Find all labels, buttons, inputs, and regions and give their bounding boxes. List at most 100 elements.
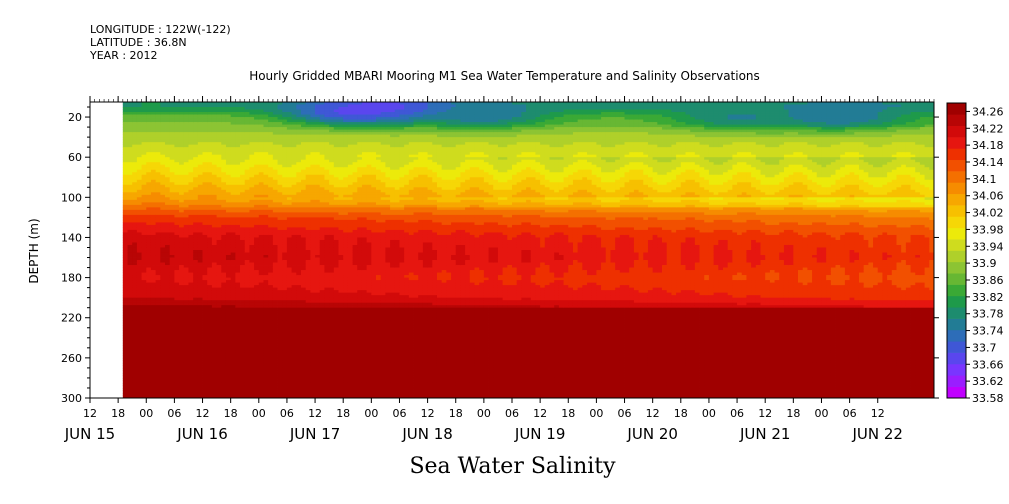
salinity-cell bbox=[305, 277, 311, 281]
salinity-cell bbox=[235, 184, 241, 188]
salinity-cell bbox=[225, 162, 232, 166]
salinity-cell bbox=[155, 237, 161, 241]
salinity-cell bbox=[230, 192, 236, 196]
salinity-cell bbox=[310, 194, 316, 198]
salinity-cell bbox=[282, 332, 288, 336]
salinity-cell bbox=[254, 234, 260, 238]
salinity-cell bbox=[301, 167, 307, 171]
salinity-cell bbox=[211, 295, 217, 299]
salinity-cell bbox=[301, 124, 307, 128]
salinity-cell bbox=[249, 214, 255, 218]
salinity-cell bbox=[268, 144, 274, 148]
salinity-cell bbox=[268, 342, 274, 346]
salinity-cell bbox=[150, 312, 157, 316]
salinity-cell bbox=[146, 312, 152, 316]
salinity-cell bbox=[291, 112, 297, 115]
salinity-cell bbox=[221, 350, 227, 354]
salinity-cell bbox=[235, 255, 241, 258]
salinity-cell bbox=[249, 174, 255, 178]
salinity-cell bbox=[188, 199, 194, 203]
salinity-cell bbox=[286, 239, 293, 243]
salinity-cell bbox=[202, 335, 208, 339]
salinity-cell bbox=[240, 224, 246, 228]
salinity-cell bbox=[122, 350, 128, 354]
salinity-cell bbox=[277, 272, 283, 276]
salinity-cell bbox=[272, 197, 278, 201]
salinity-cell bbox=[235, 144, 241, 148]
salinity-cell bbox=[272, 265, 278, 268]
salinity-cell bbox=[183, 169, 189, 173]
salinity-cell bbox=[165, 345, 171, 349]
salinity-cell bbox=[310, 302, 316, 306]
salinity-cell bbox=[160, 199, 166, 203]
salinity-cell bbox=[272, 217, 278, 221]
salinity-cell bbox=[211, 315, 217, 319]
salinity-cell bbox=[150, 197, 157, 201]
salinity-cell bbox=[146, 307, 152, 311]
salinity-cell bbox=[179, 194, 185, 198]
salinity-cell bbox=[132, 387, 138, 391]
salinity-cell bbox=[282, 149, 288, 153]
salinity-cell bbox=[263, 320, 269, 324]
salinity-cell bbox=[150, 242, 157, 246]
salinity-cell bbox=[277, 132, 283, 136]
salinity-cell bbox=[263, 310, 269, 314]
salinity-cell bbox=[301, 267, 307, 271]
salinity-cell bbox=[268, 357, 274, 361]
salinity-cell bbox=[301, 280, 307, 284]
salinity-cell bbox=[254, 362, 260, 366]
salinity-cell bbox=[258, 267, 264, 271]
salinity-cell bbox=[319, 114, 325, 118]
salinity-cell bbox=[277, 357, 283, 361]
salinity-cell bbox=[141, 242, 147, 246]
salinity-cell bbox=[301, 172, 307, 176]
salinity-cell bbox=[286, 390, 293, 394]
salinity-cell bbox=[277, 207, 283, 211]
salinity-cell bbox=[165, 315, 171, 319]
salinity-cell bbox=[202, 174, 208, 178]
salinity-cell bbox=[141, 267, 147, 271]
salinity-cell bbox=[216, 154, 222, 158]
salinity-cell bbox=[296, 112, 302, 115]
salinity-cell bbox=[254, 370, 260, 374]
salinity-cell bbox=[183, 212, 189, 216]
salinity-cell bbox=[240, 317, 246, 321]
salinity-cell bbox=[263, 385, 269, 389]
salinity-cell bbox=[272, 157, 278, 161]
salinity-cell bbox=[197, 227, 203, 231]
salinity-cell bbox=[244, 355, 250, 359]
salinity-cell bbox=[235, 372, 241, 376]
salinity-cell bbox=[141, 134, 147, 138]
salinity-cell bbox=[211, 139, 217, 143]
salinity-cell bbox=[240, 285, 246, 289]
salinity-cell bbox=[127, 227, 133, 231]
salinity-cell bbox=[315, 385, 321, 389]
salinity-cell bbox=[150, 182, 157, 186]
salinity-cell bbox=[197, 290, 203, 294]
salinity-cell bbox=[254, 134, 260, 138]
salinity-cell bbox=[160, 189, 166, 193]
salinity-cell bbox=[216, 375, 222, 379]
salinity-cell bbox=[272, 312, 278, 316]
salinity-cell bbox=[193, 194, 199, 198]
salinity-cell bbox=[240, 367, 246, 371]
salinity-cell bbox=[174, 285, 180, 289]
salinity-cell bbox=[207, 255, 213, 258]
salinity-cell bbox=[240, 174, 246, 178]
salinity-cell bbox=[165, 372, 171, 376]
salinity-cell bbox=[146, 162, 152, 166]
salinity-cell bbox=[310, 149, 316, 153]
salinity-cell bbox=[230, 352, 236, 356]
salinity-cell bbox=[165, 280, 171, 284]
salinity-cell bbox=[207, 159, 213, 163]
salinity-cell bbox=[127, 109, 133, 113]
salinity-cell bbox=[315, 257, 321, 261]
salinity-cell bbox=[240, 350, 246, 354]
salinity-cell bbox=[235, 367, 241, 371]
salinity-cell bbox=[258, 124, 264, 128]
salinity-cell bbox=[122, 179, 128, 183]
salinity-cell bbox=[179, 234, 185, 238]
salinity-cell bbox=[310, 345, 316, 349]
salinity-cell bbox=[263, 340, 269, 344]
salinity-cell bbox=[216, 134, 222, 138]
